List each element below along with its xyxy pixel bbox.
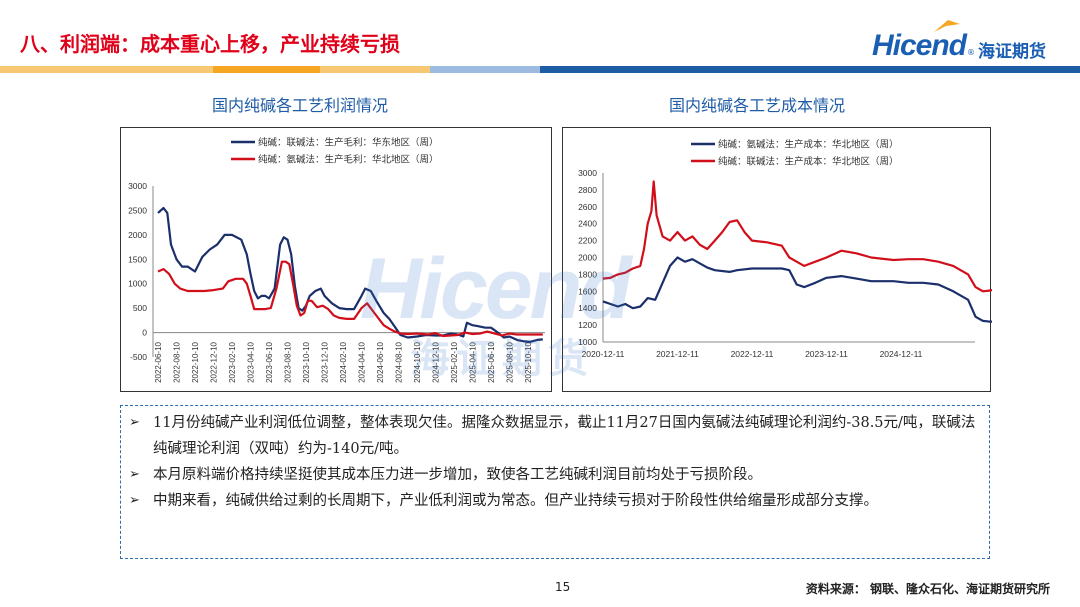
note-text: 本月原料端价格持续坚挺使其成本压力进一步增加，致使各工艺纯碱利润目前均处于亏损阶… xyxy=(153,467,762,483)
profit-y-tick-label: 0 xyxy=(142,328,147,338)
header-bar-light-blue xyxy=(430,66,540,73)
brand-logo: Hicend ® 海证期货 xyxy=(871,20,1046,64)
cost-series-line-0 xyxy=(602,256,992,323)
source-note: 资料来源： 钢联、隆众石化、海证期货研究所 xyxy=(805,582,1050,596)
profit-x-tick-label: 2023-10-10 xyxy=(302,341,311,382)
profit-x-tick-label: 2024-06-10 xyxy=(376,341,385,382)
profit-x-tick-label: 2022-10-10 xyxy=(191,341,200,382)
profit-legend-label: 纯碱：联碱法：生产毛利：华东地区（周） xyxy=(258,137,439,149)
profit-x-tick-label: 2025-06-10 xyxy=(487,341,496,382)
cost-y-tick-label: 2400 xyxy=(578,219,597,229)
header-bar-orange-strong xyxy=(213,66,320,73)
profit-y-tick-label: 500 xyxy=(133,303,147,313)
cost-legend-label: 纯碱：联碱法：生产成本：华北地区（周） xyxy=(718,156,899,168)
logo-swoosh-icon xyxy=(933,20,960,32)
profit-y-tick-label: 3000 xyxy=(128,181,147,191)
note-text: 中期来看，纯碱供给过剩的长周期下，产业低利润或为常态。但产业持续亏损对于阶段性供… xyxy=(153,493,878,509)
profit-series-line-1 xyxy=(157,260,543,338)
profit-chart: 3000 2500 2000 1500 1000 500 0 -500 2022-06-10 20… xyxy=(120,127,552,392)
cost-y-tick-label: 2000 xyxy=(578,253,597,263)
cost-y-tick-label: 2200 xyxy=(578,236,597,246)
cost-x-tick-label: 2020-12-11 xyxy=(582,349,625,359)
profit-y-tick-label: 2500 xyxy=(128,205,147,215)
cost-y-tick-label: 2600 xyxy=(578,202,597,212)
profit-x-tick-label: 2024-10-10 xyxy=(413,341,422,382)
note-text: 11月份纯碱产业利润低位调整，整体表现欠佳。据隆众数据显示，截止11月27日国内… xyxy=(153,415,976,457)
profit-x-tick-label: 2023-04-10 xyxy=(247,341,256,382)
cost-chart: 3000 2800 2600 2400 2200 2000 1800 1600 1400 1200… xyxy=(562,127,992,392)
profit-x-tick-label: 2024-12-10 xyxy=(432,341,441,382)
cost-y-tick-label: 3000 xyxy=(578,168,597,178)
profit-x-tick-label: 2024-04-10 xyxy=(358,341,367,382)
note-item: ➢ 11月份纯碱产业利润低位调整，整体表现欠佳。据隆众数据显示，截止11月27日… xyxy=(129,410,979,462)
cost-x-tick-label: 2024-12-11 xyxy=(880,349,923,359)
cost-y-tick-label: 1000 xyxy=(578,337,597,347)
header-bar-blue xyxy=(540,66,1080,73)
profit-x-tick-label: 2023-06-10 xyxy=(265,341,274,382)
profit-x-tick-label: 2023-08-10 xyxy=(284,341,293,382)
logo-text-cn: 海证期货 xyxy=(978,41,1046,62)
profit-y-tick-label: 2000 xyxy=(128,230,147,240)
bullet-arrow-icon: ➢ xyxy=(129,493,140,508)
logo-registered: ® xyxy=(967,47,975,57)
bullet-arrow-icon: ➢ xyxy=(129,467,140,482)
cost-y-tick-label: 1800 xyxy=(578,269,597,279)
page-number: 15 xyxy=(555,580,571,594)
slide-title: 八、利润端：成本重心上移，产业持续亏损 xyxy=(20,32,400,56)
cost-y-tick-label: 1200 xyxy=(578,320,597,330)
profit-x-tick-label: 2025-02-10 xyxy=(450,341,459,382)
note-item: ➢ 中期来看，纯碱供给过剩的长周期下，产业低利润或为常态。但产业持续亏损对于阶段… xyxy=(129,488,979,514)
cost-x-tick-label: 2021-12-11 xyxy=(656,349,699,359)
cost-y-tick-label: 2800 xyxy=(578,185,597,195)
chart-title-cost: 国内纯碱各工艺成本情况 xyxy=(669,96,846,115)
profit-legend-label: 纯碱：氨碱法：生产毛利：华北地区（周） xyxy=(258,154,439,166)
analysis-notes: ➢ 11月份纯碱产业利润低位调整，整体表现欠佳。据隆众数据显示，截止11月27日… xyxy=(120,405,990,559)
bullet-arrow-icon: ➢ xyxy=(129,415,140,430)
cost-x-tick-label: 2022-12-11 xyxy=(731,349,774,359)
cost-y-tick-label: 1600 xyxy=(578,286,597,296)
profit-y-tick-label: 1500 xyxy=(128,254,147,264)
profit-x-tick-label: 2025-08-10 xyxy=(506,341,515,382)
profit-x-tick-label: 2024-02-10 xyxy=(339,341,348,382)
profit-x-tick-label: 2023-02-10 xyxy=(228,341,237,382)
logo-text-en: Hicend xyxy=(871,29,967,62)
cost-x-tick-label: 2023-12-11 xyxy=(805,349,848,359)
cost-y-tick-label: 1400 xyxy=(578,303,597,313)
note-item: ➢ 本月原料端价格持续坚挺使其成本压力进一步增加，致使各工艺纯碱利润目前均处于亏… xyxy=(129,462,979,488)
profit-y-tick-label: -500 xyxy=(130,352,147,362)
chart-title-profit: 国内纯碱各工艺利润情况 xyxy=(212,96,389,115)
profit-x-tick-label: 2022-12-10 xyxy=(210,341,219,382)
profit-x-tick-label: 2022-08-10 xyxy=(173,341,182,382)
profit-x-tick-label: 2024-08-10 xyxy=(395,341,404,382)
cost-chart-svg: 3000 2800 2600 2400 2200 2000 1800 1600 1400 1200… xyxy=(578,139,992,359)
cost-series-line-1 xyxy=(602,180,992,293)
profit-series-line-0 xyxy=(157,206,543,343)
profit-chart-svg: 3000 2500 2000 1500 1000 500 0 -500 2022-06-10 20… xyxy=(128,137,545,383)
profit-x-tick-label: 2022-06-10 xyxy=(154,341,163,382)
profit-x-tick-label: 2025-04-10 xyxy=(469,341,478,382)
profit-x-tick-label: 2025-10-10 xyxy=(524,341,533,382)
cost-legend-label: 纯碱：氨碱法：生产成本：华北地区（周） xyxy=(718,139,899,151)
profit-x-tick-label: 2023-12-10 xyxy=(321,341,330,382)
profit-y-tick-label: 1000 xyxy=(128,279,147,289)
